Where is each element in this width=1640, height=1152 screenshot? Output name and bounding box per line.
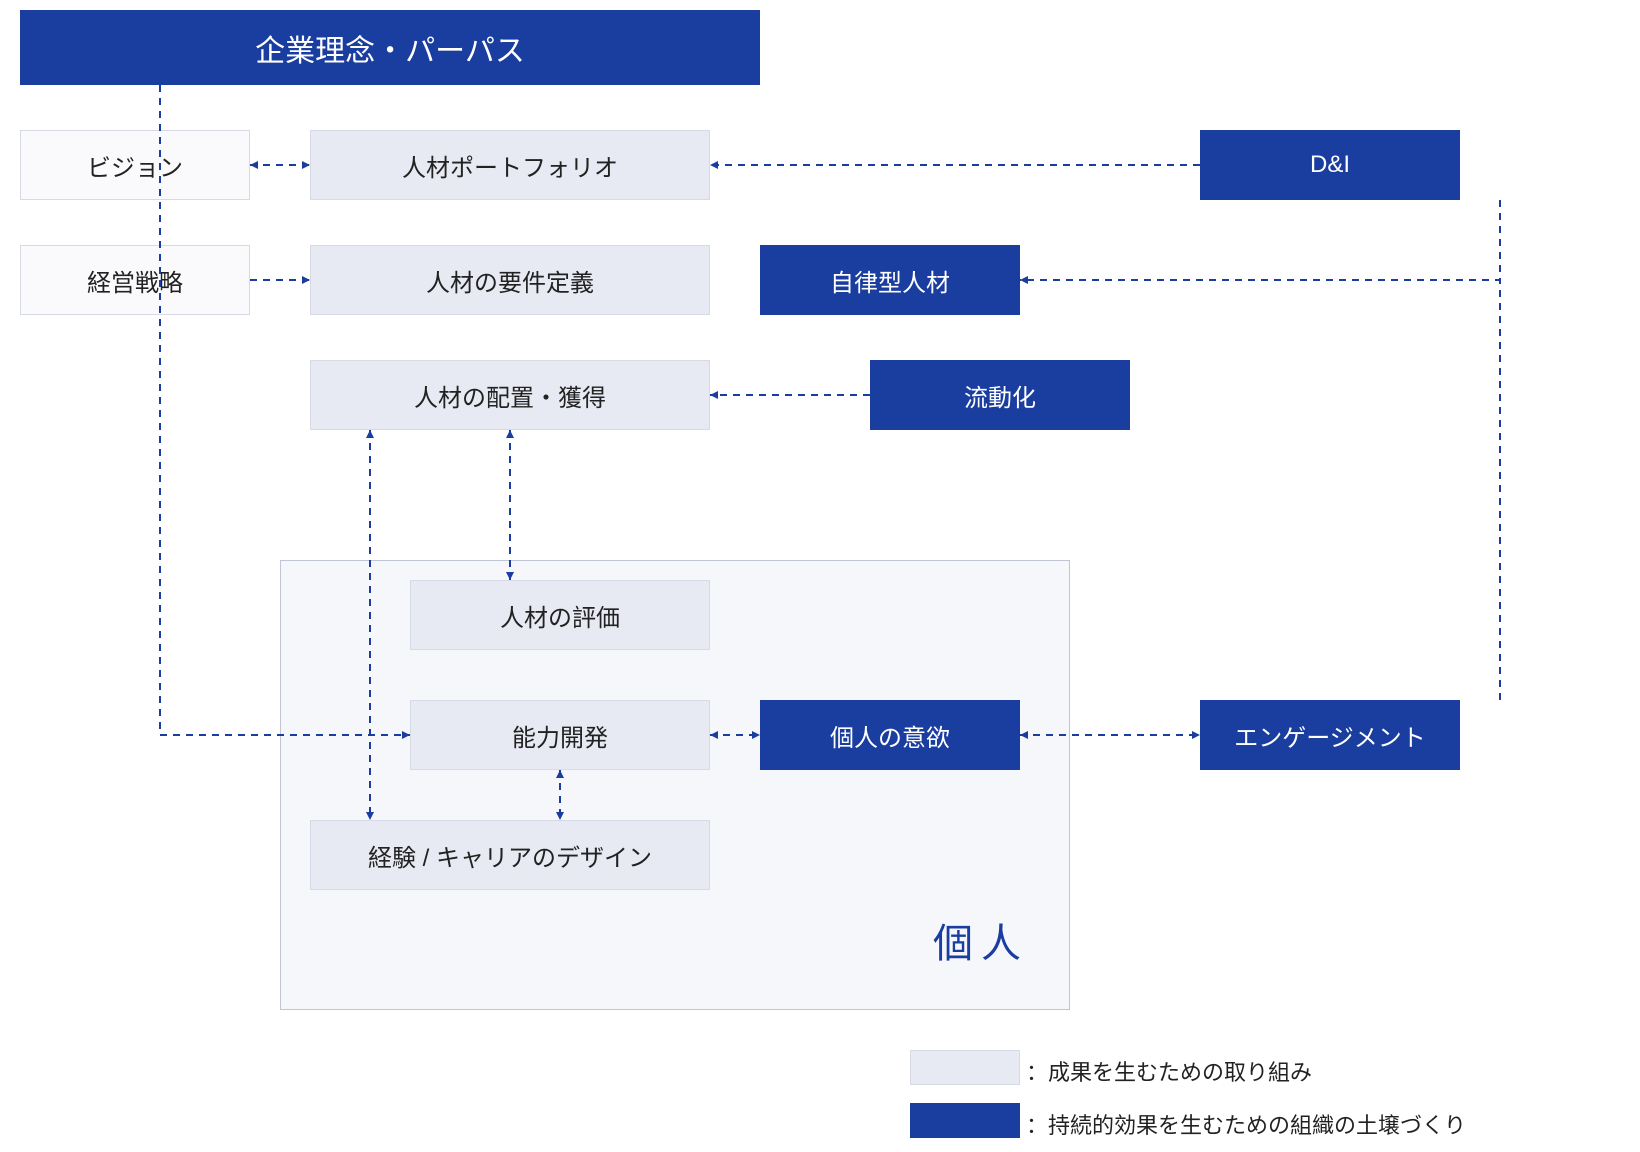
legend-swatch-0 [910,1050,1020,1085]
node-evaluation: 人材の評価 [410,580,710,650]
node-engagement: エンゲージメント [1200,700,1460,770]
node-placement: 人材の配置・獲得 [310,360,710,430]
node-strategy: 経営戦略 [20,245,250,315]
node-portfolio-label: 人材ポートフォリオ [402,148,618,183]
node-strategy-label: 経営戦略 [87,263,183,298]
node-dni-label: D&I [1310,151,1350,179]
node-mobility: 流動化 [870,360,1130,430]
node-autonomous-label: 自律型人材 [830,263,950,298]
node-career: 経験 / キャリアのデザイン [310,820,710,890]
node-development-label: 能力開発 [512,718,608,753]
node-mobility-label: 流動化 [964,378,1036,413]
node-vision-label: ビジョン [87,148,183,183]
node-autonomous: 自律型人材 [760,245,1020,315]
node-header: 企業理念・パーパス [20,10,760,85]
node-engagement-label: エンゲージメント [1234,718,1426,753]
node-development: 能力開発 [410,700,710,770]
node-placement-label: 人材の配置・獲得 [414,378,606,413]
node-career-label: 経験 / キャリアのデザイン [368,838,652,873]
node-header-label: 企業理念・パーパス [255,26,525,70]
legend-text-0: ：成果を生むための取り組み [1026,1055,1312,1087]
legend-text-1: ：持続的効果を生むための組織の土壌づくり [1026,1108,1466,1140]
node-motivation: 個人の意欲 [760,700,1020,770]
panel-individual-label: 個人 [933,911,1029,969]
node-portfolio: 人材ポートフォリオ [310,130,710,200]
node-motivation-label: 個人の意欲 [830,718,950,753]
diagram-stage: 個人 企業理念・パーパスビジョン経営戦略 人材ポートフォリオ人材の要件定義人材の配置… [0,0,1640,1152]
node-vision: ビジョン [20,130,250,200]
node-dni: D&I [1200,130,1460,200]
legend-swatch-1 [910,1103,1020,1138]
node-requirements-label: 人材の要件定義 [426,263,594,298]
node-evaluation-label: 人材の評価 [500,598,620,633]
node-requirements: 人材の要件定義 [310,245,710,315]
